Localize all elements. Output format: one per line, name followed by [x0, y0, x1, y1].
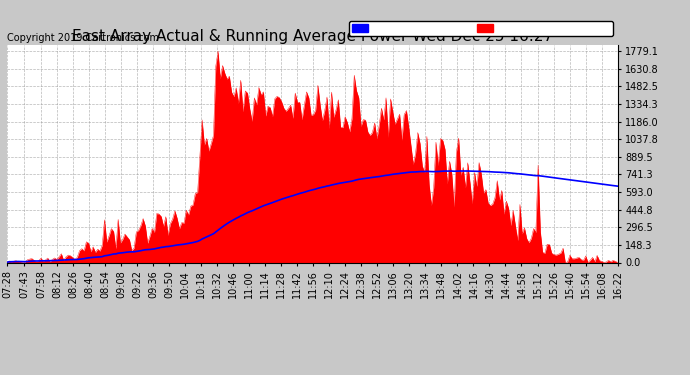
Legend: Average  (DC Watts), East Array  (DC Watts): Average (DC Watts), East Array (DC Watts… — [349, 21, 613, 36]
Text: Copyright 2019 Cartronics.com: Copyright 2019 Cartronics.com — [7, 33, 159, 43]
Title: East Array Actual & Running Average Power Wed Dec 25 16:27: East Array Actual & Running Average Powe… — [72, 29, 553, 44]
